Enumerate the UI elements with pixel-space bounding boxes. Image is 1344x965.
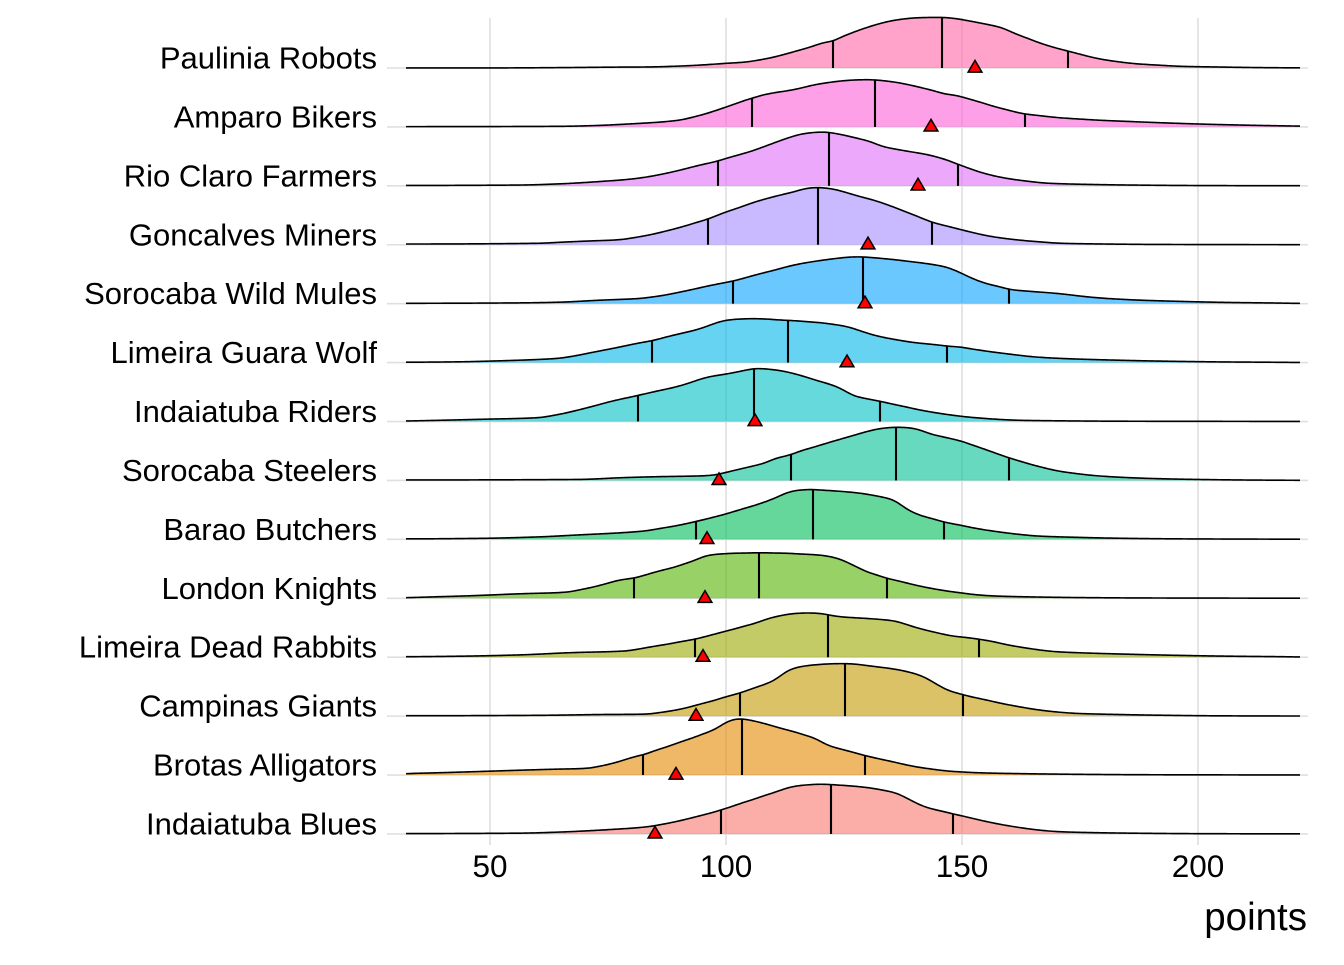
svg-text:150: 150 [936,848,989,884]
svg-text:Amparo Bikers: Amparo Bikers [174,99,377,134]
svg-text:Indaiatuba Riders: Indaiatuba Riders [134,394,377,429]
svg-text:Limeira Guara Wolf: Limeira Guara Wolf [111,335,378,370]
svg-text:points: points [1204,896,1307,939]
svg-text:200: 200 [1172,848,1225,884]
svg-text:Rio Claro Farmers: Rio Claro Farmers [124,158,377,193]
svg-text:Limeira Dead Rabbits: Limeira Dead Rabbits [79,630,377,665]
svg-text:Indaiatuba Blues: Indaiatuba Blues [146,806,377,841]
svg-text:Sorocaba Steelers: Sorocaba Steelers [122,453,377,488]
svg-text:Brotas Alligators: Brotas Alligators [153,748,377,783]
svg-text:50: 50 [472,848,507,884]
svg-text:Paulinia Robots: Paulinia Robots [160,41,377,76]
svg-text:Sorocaba Wild Mules: Sorocaba Wild Mules [84,276,377,311]
svg-text:Campinas Giants: Campinas Giants [139,689,377,724]
svg-text:100: 100 [700,848,753,884]
svg-text:London Knights: London Knights [162,571,377,606]
svg-text:Goncalves Miners: Goncalves Miners [129,217,377,252]
svg-text:Barao Butchers: Barao Butchers [163,512,377,547]
